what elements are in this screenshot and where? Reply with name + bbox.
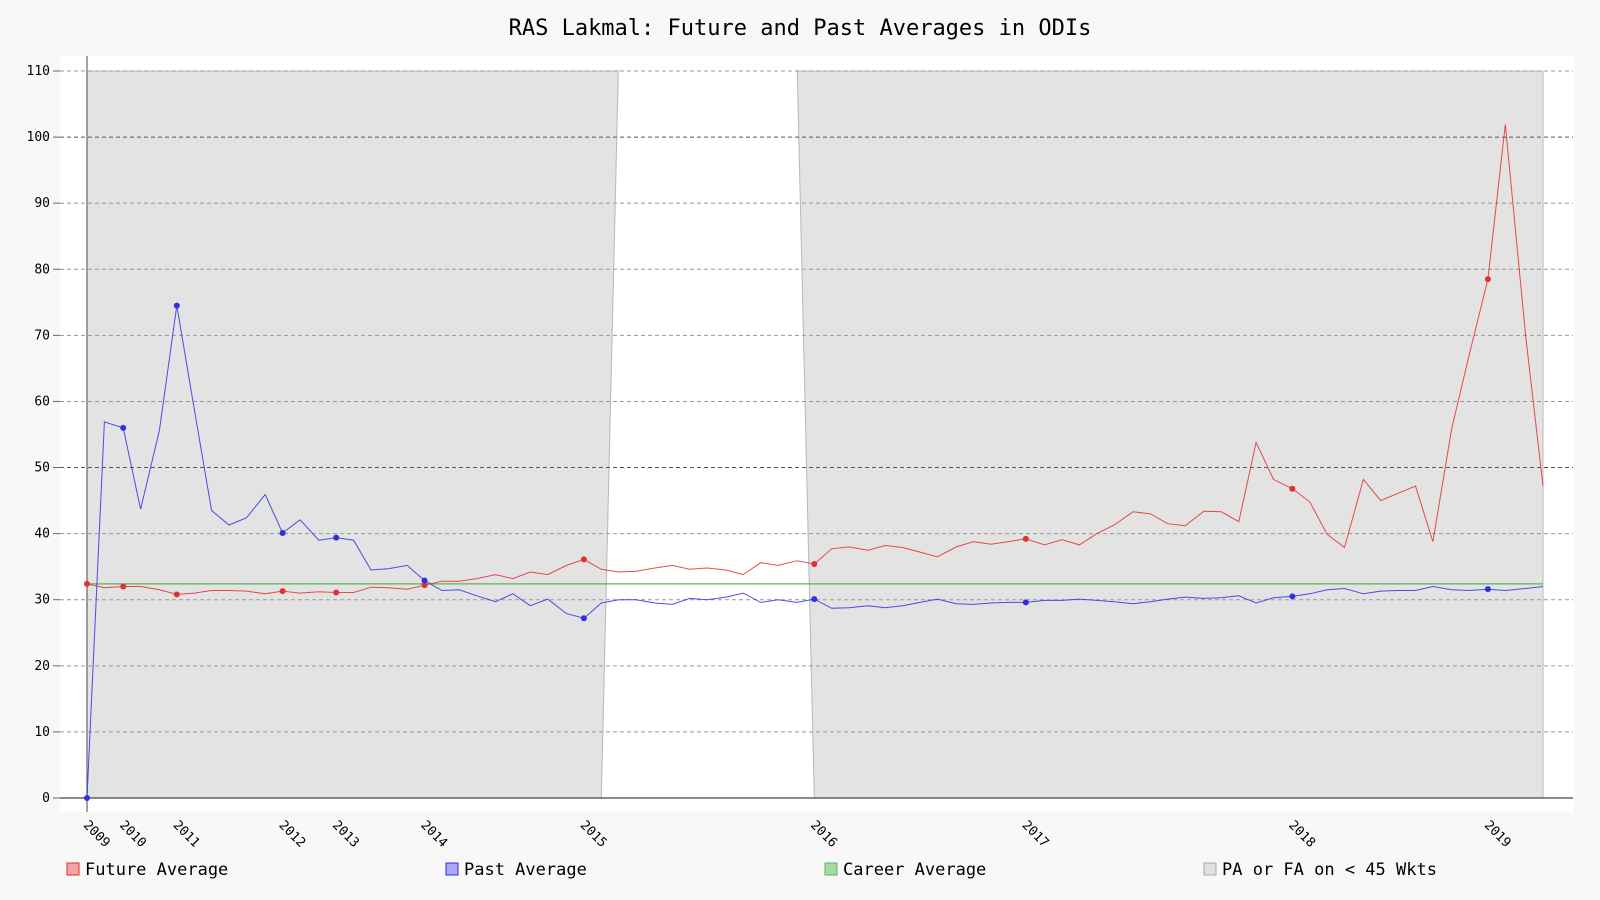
- future-average-marker: [580, 556, 587, 563]
- past-average-marker: [84, 795, 90, 801]
- past-average-marker: [1289, 593, 1296, 600]
- past-average-marker: [1022, 599, 1029, 606]
- past-average-marker: [811, 596, 818, 603]
- past-average-marker: [333, 534, 340, 541]
- y-tick-label: 10: [34, 725, 50, 740]
- legend-swatch-future: [66, 862, 80, 876]
- y-tick-label: 30: [34, 593, 50, 608]
- future-average-marker: [1289, 485, 1296, 492]
- y-tick-label: 40: [34, 527, 50, 542]
- y-tick-label: 70: [34, 328, 50, 343]
- legend-label-past: Past Average: [464, 860, 587, 880]
- future-average-marker: [333, 589, 340, 596]
- past-average-marker: [580, 615, 587, 622]
- legend-swatch-past: [445, 862, 459, 876]
- legend-label-career: Career Average: [843, 860, 986, 880]
- y-tick-label: 50: [34, 461, 50, 476]
- past-average-marker: [421, 577, 428, 584]
- shaded-regions: [86, 70, 1544, 799]
- past-average-marker: [1484, 586, 1491, 593]
- y-tick-label: 0: [42, 791, 50, 806]
- shaded-region: [86, 70, 619, 799]
- future-average-marker: [811, 561, 818, 568]
- future-average-marker: [421, 582, 428, 589]
- y-tick-label: 80: [34, 262, 50, 277]
- past-average-marker: [279, 529, 286, 536]
- y-tick-label: 20: [34, 659, 50, 674]
- series-markers: [84, 276, 1491, 801]
- future-average-marker: [84, 580, 90, 587]
- y-tick-label: 110: [27, 64, 50, 79]
- past-average-marker: [120, 424, 127, 431]
- past-average-marker: [173, 302, 180, 309]
- y-tick-label: 90: [34, 196, 50, 211]
- axes: [60, 56, 1573, 812]
- chart-title: RAS Lakmal: Future and Past Averages in …: [509, 16, 1092, 41]
- shaded-region: [796, 70, 1544, 799]
- legend-swatch-career: [824, 862, 838, 876]
- future-average-marker: [1022, 535, 1029, 542]
- legend: Future Average Past Average Career Average…: [66, 860, 1437, 880]
- y-tick-labels: 0 10 20 30 40 50 60 70 80 90 100 110: [27, 64, 50, 806]
- future-average-marker: [1484, 276, 1491, 283]
- future-average-marker: [120, 583, 127, 590]
- future-average-marker: [279, 588, 286, 595]
- legend-swatch-shade: [1203, 862, 1217, 876]
- legend-label-future: Future Average: [85, 860, 228, 880]
- y-tick-label: 100: [27, 130, 50, 145]
- future-average-marker: [173, 591, 180, 598]
- y-tick-label: 60: [34, 394, 50, 409]
- legend-label-shade: PA or FA on < 45 Wkts: [1222, 860, 1437, 880]
